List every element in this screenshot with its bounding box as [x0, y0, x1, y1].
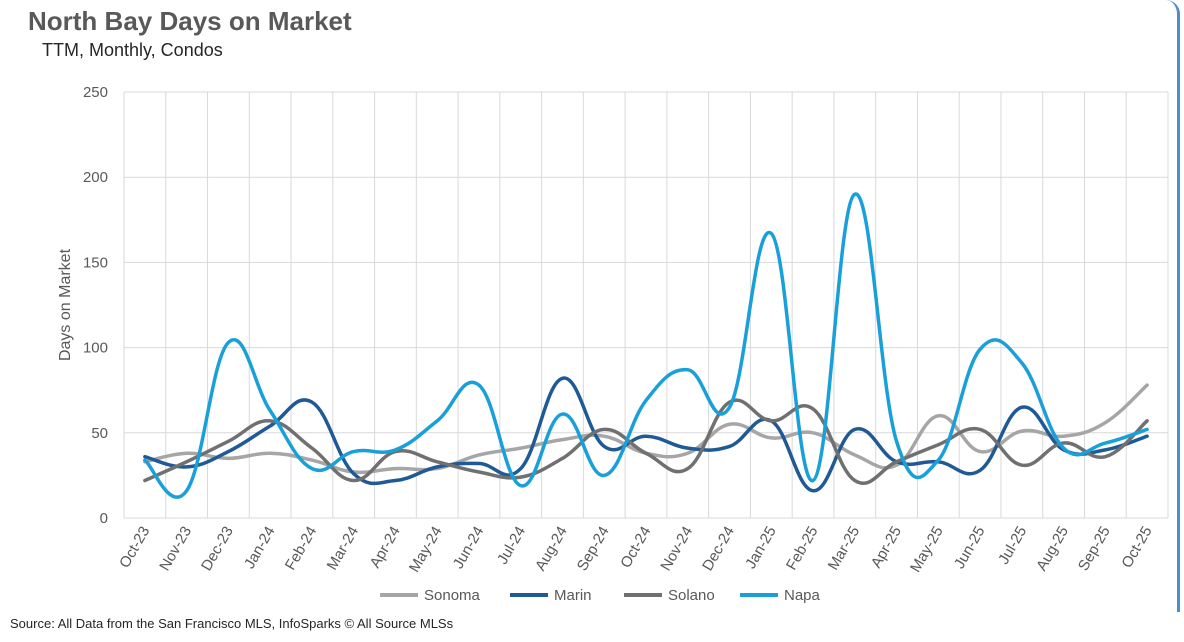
y-axis-ticks: 0 50 100 150 200 250 — [83, 84, 108, 527]
series-line-marin — [143, 376, 1149, 493]
legend: Sonoma Marin Solano Napa — [380, 587, 821, 604]
x-tick-label: Dec-24 — [699, 524, 738, 574]
y-tick-label: 250 — [83, 84, 108, 101]
series-line-napa — [143, 192, 1149, 499]
x-tick-label: Jul-25 — [995, 524, 1030, 568]
x-tick-label: Jun-24 — [450, 524, 488, 572]
source-note: Source: All Data from the San Francisco … — [10, 616, 454, 631]
x-tick-label: Jul-24 — [494, 524, 529, 568]
x-tick-label: Nov-24 — [657, 524, 696, 574]
x-tick-label: Jan-25 — [742, 524, 780, 572]
series-line-solano — [143, 398, 1149, 485]
chart-frame — [1177, 0, 1180, 612]
y-tick-label: 50 — [91, 425, 108, 442]
y-tick-label: 150 — [83, 254, 108, 271]
y-tick-label: 200 — [83, 169, 108, 186]
x-tick-label: Sep-24 — [574, 524, 613, 574]
x-tick-label: Feb-25 — [783, 524, 821, 574]
x-tick-label: Apr-24 — [367, 524, 404, 571]
x-tick-label: Oct-25 — [1118, 524, 1155, 571]
x-tick-label: Sep-25 — [1075, 524, 1114, 574]
legend-label-marin: Marin — [554, 587, 592, 604]
series-lines — [143, 192, 1149, 499]
x-tick-label: Apr-25 — [868, 524, 905, 571]
x-tick-label: Oct-24 — [617, 524, 654, 571]
x-tick-label: Feb-24 — [282, 524, 320, 574]
chart-subtitle: TTM, Monthly, Condos — [42, 40, 223, 60]
x-tick-label: Jan-24 — [241, 524, 279, 572]
x-tick-label: Jun-25 — [951, 524, 989, 572]
x-tick-label: Oct-23 — [116, 524, 153, 571]
x-tick-label: Aug-24 — [532, 524, 571, 574]
legend-label-solano: Solano — [668, 587, 715, 604]
x-tick-label: Mar-24 — [324, 524, 362, 574]
y-tick-label: 0 — [100, 510, 108, 527]
legend-label-sonoma: Sonoma — [424, 587, 481, 604]
y-tick-label: 100 — [83, 340, 108, 357]
x-tick-label: Dec-23 — [198, 524, 237, 574]
x-tick-label: Aug-25 — [1033, 524, 1072, 574]
legend-label-napa: Napa — [784, 587, 821, 604]
chart-title: North Bay Days on Market — [28, 6, 352, 36]
y-axis-label: Days on Market — [57, 248, 74, 361]
x-tick-label: May-24 — [406, 524, 446, 576]
x-axis-ticks: Oct-23 Nov-23 Dec-23 Jan-24 Feb-24 Mar-24 Apr-… — [116, 524, 1155, 576]
x-tick-label: May-25 — [907, 524, 947, 576]
x-tick-label: Nov-23 — [156, 524, 195, 574]
x-tick-label: Mar-25 — [825, 524, 863, 574]
